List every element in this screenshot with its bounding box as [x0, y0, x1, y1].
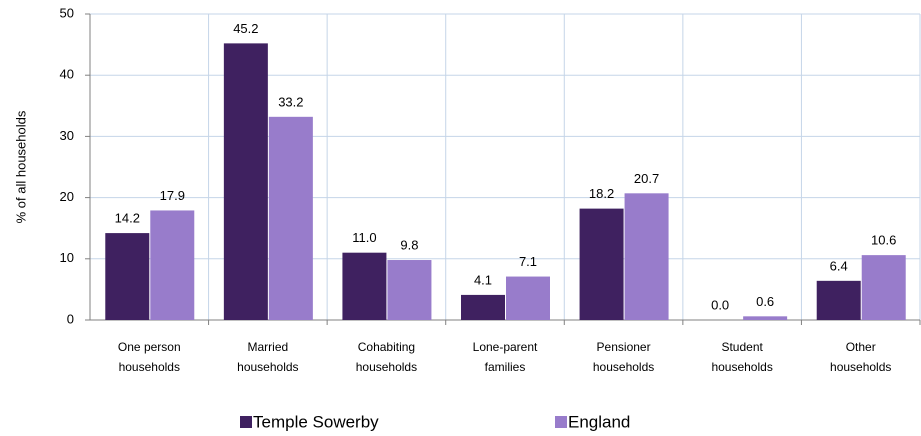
data-label: 7.1	[519, 254, 537, 269]
data-label: 11.0	[352, 230, 376, 245]
legend-swatch	[555, 416, 567, 428]
x-tick-label: households	[830, 360, 891, 374]
bar	[624, 193, 669, 320]
bar	[105, 233, 150, 320]
bar	[342, 252, 387, 320]
data-label: 33.2	[278, 94, 303, 109]
data-label: 9.8	[400, 237, 418, 252]
y-axis-label: % of all households	[13, 110, 28, 223]
bar	[861, 255, 906, 320]
data-label: 18.2	[589, 186, 614, 201]
bar	[579, 208, 624, 320]
data-label: 6.4	[830, 258, 848, 273]
legend-label: England	[568, 412, 630, 431]
legend-label: Temple Sowerby	[253, 412, 379, 431]
data-label: 0.6	[756, 294, 774, 309]
x-tick-label: Married	[248, 340, 289, 354]
x-tick-label: families	[485, 360, 526, 374]
x-tick-label: households	[119, 360, 180, 374]
y-tick-label: 0	[67, 311, 74, 326]
bar	[506, 276, 550, 320]
bar	[268, 116, 313, 320]
data-label: 17.9	[160, 188, 185, 203]
data-label: 45.2	[233, 21, 258, 36]
x-tick-label: households	[237, 360, 298, 374]
x-tick-label: households	[356, 360, 417, 374]
y-tick-label: 40	[60, 67, 74, 82]
x-tick-label: Pensioner	[597, 340, 651, 354]
bar	[816, 280, 861, 320]
x-tick-label: Other	[846, 340, 876, 354]
bar	[150, 210, 195, 320]
x-tick-label: Student	[721, 340, 763, 354]
x-tick-label: Lone-parent	[473, 340, 538, 354]
y-tick-label: 20	[60, 189, 74, 204]
x-tick-label: One person	[118, 340, 181, 354]
data-label: 20.7	[634, 171, 659, 186]
x-tick-label: Cohabiting	[358, 340, 415, 354]
data-label: 10.6	[871, 233, 896, 248]
x-tick-label: households	[593, 360, 654, 374]
bar	[387, 260, 432, 320]
data-label: 14.2	[115, 211, 140, 226]
bar	[743, 316, 788, 320]
bar	[223, 43, 268, 320]
y-tick-label: 10	[60, 250, 74, 265]
data-label: 4.1	[474, 272, 492, 287]
x-tick-label: households	[711, 360, 772, 374]
y-tick-label: 50	[60, 5, 74, 20]
y-tick-label: 30	[60, 128, 74, 143]
data-label: 0.0	[711, 297, 729, 312]
legend-swatch	[240, 416, 252, 428]
bar	[461, 294, 505, 320]
